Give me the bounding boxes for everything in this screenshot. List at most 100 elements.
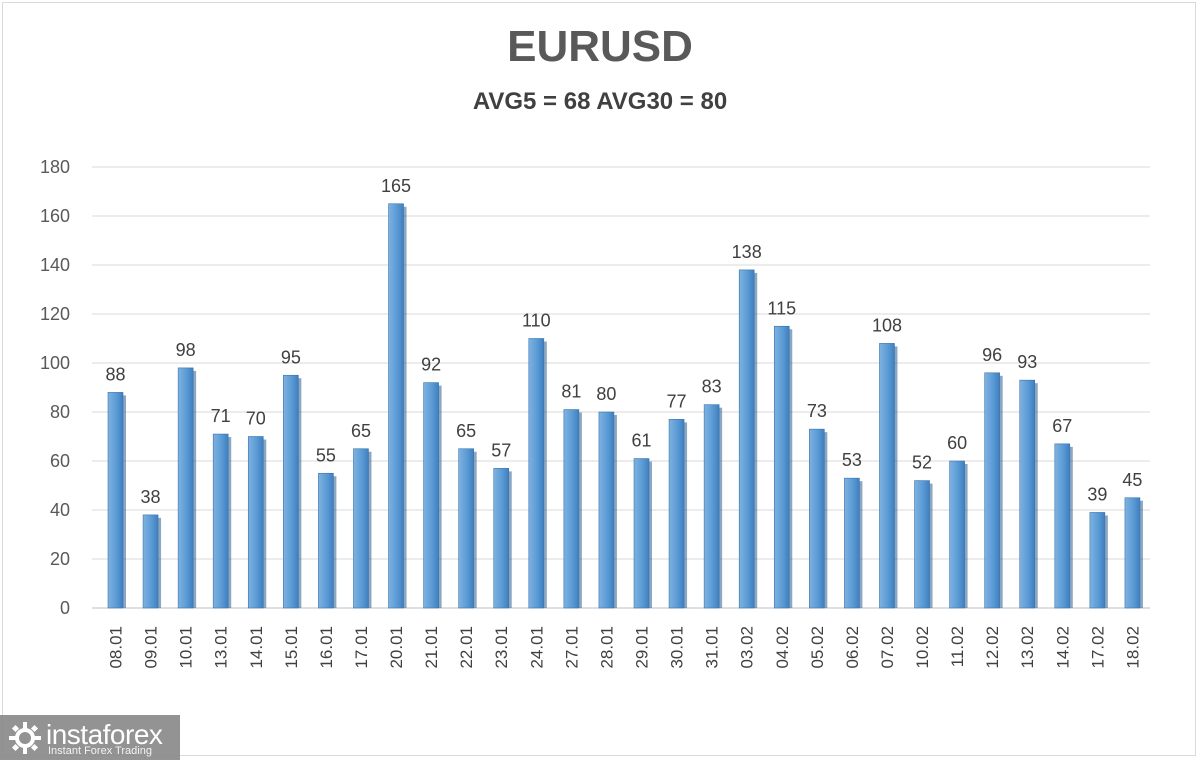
x-tick-label: 20.01 <box>387 626 406 669</box>
data-label: 45 <box>1122 470 1142 490</box>
bar <box>879 343 895 609</box>
bar <box>914 480 930 609</box>
y-tick-label: 20 <box>50 549 70 569</box>
chart-title: EURUSD <box>507 22 693 71</box>
bar <box>984 372 1000 609</box>
x-tick-label: 22.01 <box>457 626 476 669</box>
x-tick-label: 18.02 <box>1123 626 1142 669</box>
bar <box>949 460 965 609</box>
x-tick-label: 10.01 <box>177 626 196 669</box>
bar <box>1089 512 1106 609</box>
bar <box>738 269 755 609</box>
x-tick-label: 30.01 <box>668 626 687 669</box>
data-label: 61 <box>631 431 651 451</box>
bar <box>598 411 615 609</box>
data-label: 38 <box>141 487 161 507</box>
bar <box>1019 379 1036 609</box>
data-label: 93 <box>1017 352 1037 372</box>
x-tick-label: 15.01 <box>282 626 301 669</box>
bar <box>458 448 474 609</box>
data-label: 88 <box>105 364 125 384</box>
watermark-brand: instaforex <box>46 719 163 750</box>
y-tick-label: 80 <box>50 402 70 422</box>
x-tick-label: 13.02 <box>1018 626 1037 669</box>
x-tick-label: 10.02 <box>913 626 932 669</box>
data-label: 55 <box>316 445 336 465</box>
data-label: 70 <box>246 409 266 429</box>
data-label: 165 <box>381 176 411 196</box>
x-tick-label: 17.01 <box>352 626 371 669</box>
bar <box>388 203 404 609</box>
x-tick-label: 07.02 <box>878 626 897 669</box>
data-label: 110 <box>522 311 551 331</box>
x-tick-label: 28.01 <box>597 626 616 669</box>
bar <box>247 436 264 609</box>
data-label: 71 <box>211 406 231 426</box>
x-tick-label: 04.02 <box>773 626 792 669</box>
x-tick-label: 29.01 <box>633 626 652 669</box>
data-label: 65 <box>351 421 371 441</box>
data-label: 92 <box>421 355 441 375</box>
x-tick-label: 06.02 <box>843 626 862 669</box>
bar <box>633 458 650 609</box>
data-label: 81 <box>561 382 581 402</box>
data-label: 73 <box>807 401 827 421</box>
x-tick-label: 17.02 <box>1088 626 1107 669</box>
data-label: 115 <box>767 298 796 318</box>
x-tick-label: 05.02 <box>808 626 827 669</box>
bar <box>142 514 159 609</box>
data-label: 77 <box>667 391 687 411</box>
x-tick-label: 08.01 <box>107 626 126 669</box>
data-label: 80 <box>596 384 616 404</box>
y-tick-label: 100 <box>40 353 70 373</box>
data-label: 96 <box>982 345 1002 365</box>
y-tick-label: 160 <box>40 206 70 226</box>
bar <box>773 325 790 609</box>
x-tick-label: 09.01 <box>142 626 161 669</box>
bar <box>528 338 545 609</box>
data-label: 60 <box>947 433 967 453</box>
bar <box>563 409 580 609</box>
x-tick-label: 23.01 <box>492 626 511 669</box>
x-tick-label: 21.01 <box>422 626 441 669</box>
bar <box>212 433 229 609</box>
x-tick-label: 12.02 <box>983 626 1002 669</box>
data-label: 95 <box>281 347 301 367</box>
data-label: 83 <box>702 377 722 397</box>
data-label: 39 <box>1087 484 1107 504</box>
watermark-tagline: Instant Forex Trading <box>48 745 152 757</box>
y-tick-label: 180 <box>40 157 70 177</box>
x-tick-label: 03.02 <box>738 626 757 669</box>
x-tick-label: 31.01 <box>703 626 722 669</box>
x-tick-label: 13.01 <box>212 626 231 669</box>
x-tick-label: 16.01 <box>317 626 336 669</box>
data-label: 57 <box>491 440 511 460</box>
instaforex-watermark: instaforex Instant Forex Trading <box>0 715 180 760</box>
bar <box>1124 497 1141 609</box>
bar <box>177 367 194 609</box>
x-tick-label: 11.02 <box>948 626 967 667</box>
data-label: 98 <box>176 340 196 360</box>
bar <box>107 392 124 609</box>
data-label: 53 <box>842 450 862 470</box>
data-label: 108 <box>872 315 902 335</box>
bar <box>423 382 439 609</box>
data-label: 138 <box>732 242 762 262</box>
y-tick-label: 120 <box>40 304 70 324</box>
x-tick-label: 14.02 <box>1053 626 1072 669</box>
bar <box>353 448 369 609</box>
bar <box>283 374 299 609</box>
chart-subtitle: AVG5 = 68 AVG30 = 80 <box>472 88 728 115</box>
bar <box>668 419 685 609</box>
bar <box>809 428 825 609</box>
x-tick-label: 14.01 <box>247 626 266 669</box>
bar <box>1054 443 1071 609</box>
bar <box>844 477 860 609</box>
data-label: 67 <box>1052 416 1072 436</box>
instaforex-logo-icon <box>9 722 41 754</box>
y-tick-label: 60 <box>50 451 70 471</box>
y-tick-label: 140 <box>40 255 70 275</box>
bar <box>703 404 720 609</box>
